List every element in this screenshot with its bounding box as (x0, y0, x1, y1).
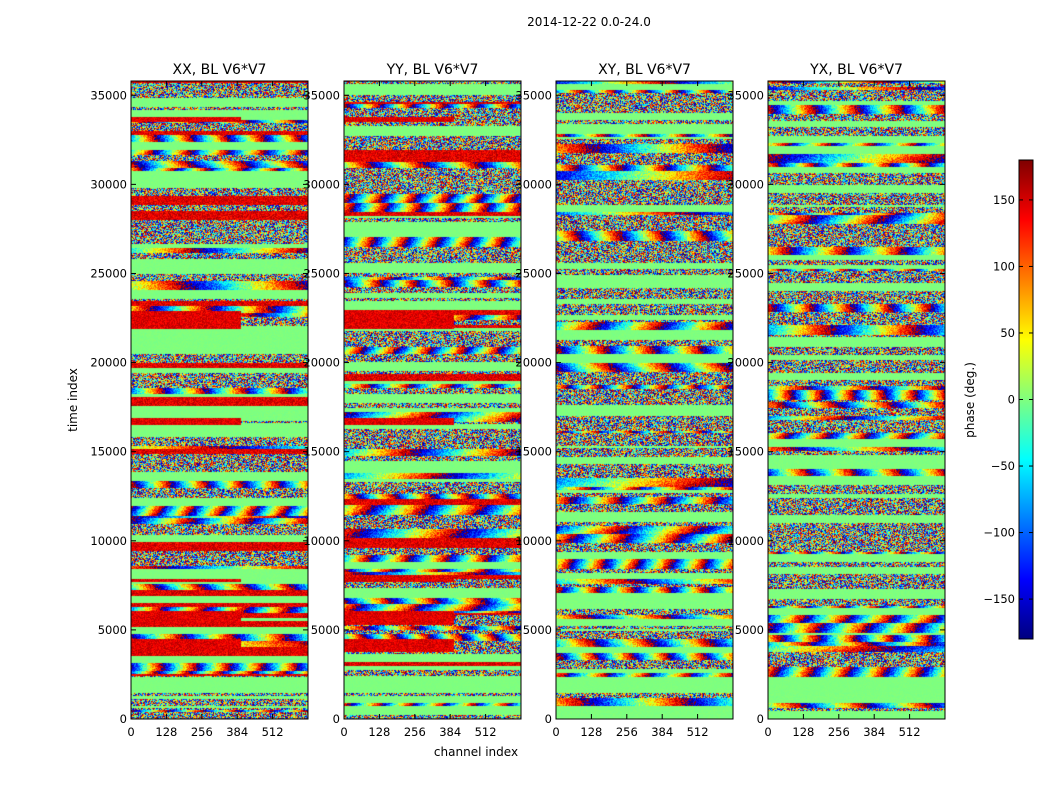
y-tick-label: 0 (545, 712, 552, 726)
y-tick-label: 20000 (727, 356, 764, 370)
y-tick-label: 35000 (90, 88, 127, 102)
colorbar-tick-label: 100 (993, 259, 1015, 273)
x-tick-label: 128 (792, 725, 814, 739)
x-tick-label: 512 (687, 725, 709, 739)
x-tick-label: 0 (127, 725, 134, 739)
colorbar-tick-label: 50 (1000, 326, 1015, 340)
y-tick-label: 20000 (90, 356, 127, 370)
y-tick-label: 30000 (515, 177, 552, 191)
y-tick-label: 10000 (303, 534, 340, 548)
panel-xx: XX, BL V6*V7 0 128 256 384 512 0 5000 10000 15000… (90, 62, 309, 739)
x-tick-label: 256 (191, 725, 213, 739)
panel-xy: XY, BL V6*V7 0 128 256 384 512 0 5000 10000 15000… (515, 62, 734, 739)
y-tick-label: 30000 (303, 177, 340, 191)
colorbar-tick-label: −150 (983, 592, 1015, 606)
y-tick-label: 25000 (303, 266, 340, 280)
axes-frame (130, 80, 309, 720)
colorbar-tick-label: −100 (983, 526, 1015, 540)
y-tick-label: 25000 (515, 266, 552, 280)
y-tick-label: 5000 (98, 623, 127, 637)
y-tick-label: 5000 (523, 623, 552, 637)
y-tick-label: 5000 (735, 623, 764, 637)
x-tick-label: 384 (226, 725, 248, 739)
y-tick-label: 10000 (90, 534, 127, 548)
panel-title: YY, BL V6*V7 (386, 62, 479, 78)
y-tick-label: 25000 (90, 266, 127, 280)
x-tick-label: 384 (863, 725, 885, 739)
colorbar-tick-label: −50 (991, 459, 1015, 473)
x-tick-label: 0 (340, 725, 347, 739)
axes-frame (767, 80, 946, 720)
y-tick-label: 25000 (727, 266, 764, 280)
x-tick-label: 384 (651, 725, 673, 739)
x-tick-label: 128 (368, 725, 390, 739)
phase-heatmap-xx (131, 81, 308, 719)
colorbar-label: phase (deg.) (963, 362, 977, 438)
y-tick-label: 15000 (515, 445, 552, 459)
x-tick-label: 128 (155, 725, 177, 739)
phase-heatmap-yy (344, 81, 521, 719)
panel-title: XY, BL V6*V7 (598, 62, 691, 78)
x-tick-label: 256 (404, 725, 426, 739)
y-tick-label: 35000 (303, 88, 340, 102)
y-tick-label: 5000 (311, 623, 340, 637)
axes-frame (343, 80, 522, 720)
y-tick-label: 35000 (727, 88, 764, 102)
y-tick-label: 20000 (515, 356, 552, 370)
panel-yy: YY, BL V6*V7 0 128 256 384 512 0 5000 10000 15000… (303, 62, 522, 739)
y-tick-label: 30000 (90, 177, 127, 191)
colorbar-tick-label: 0 (1008, 393, 1015, 407)
y-axis-label: time index (66, 368, 80, 432)
y-tick-label: 10000 (727, 534, 764, 548)
y-tick-label: 15000 (727, 445, 764, 459)
x-tick-label: 512 (899, 725, 921, 739)
phase-heatmap-xy (556, 81, 733, 719)
y-tick-label: 35000 (515, 88, 552, 102)
y-tick-label: 0 (120, 712, 127, 726)
y-tick-label: 15000 (90, 445, 127, 459)
x-tick-label: 0 (764, 725, 771, 739)
colorbar-tick-label: 150 (993, 193, 1015, 207)
x-axis-label: channel index (434, 745, 518, 759)
y-tick-label: 10000 (515, 534, 552, 548)
axes-frame (555, 80, 734, 720)
x-tick-label: 256 (616, 725, 638, 739)
x-tick-label: 0 (552, 725, 559, 739)
y-tick-label: 15000 (303, 445, 340, 459)
y-tick-label: 0 (333, 712, 340, 726)
colorbar: 150 100 50 0 −50 −100 −150 (983, 159, 1034, 640)
x-tick-label: 128 (580, 725, 602, 739)
panels: XX, BL V6*V7 0 128 256 384 512 0 5000 10000 15000… (90, 62, 946, 739)
panel-yx: YX, BL V6*V7 0 128 256 384 512 0 5000 10000 15000… (727, 62, 946, 739)
x-tick-label: 256 (828, 725, 850, 739)
panel-title: YX, BL V6*V7 (809, 62, 903, 78)
x-tick-label: 512 (475, 725, 497, 739)
phase-heatmap-yx (768, 81, 945, 719)
figure-suptitle: 2014-12-22 0.0-24.0 (527, 15, 651, 29)
y-tick-label: 30000 (727, 177, 764, 191)
panel-title: XX, BL V6*V7 (173, 62, 267, 78)
x-tick-label: 384 (439, 725, 461, 739)
y-tick-label: 0 (757, 712, 764, 726)
x-tick-label: 512 (262, 725, 284, 739)
y-tick-label: 20000 (303, 356, 340, 370)
